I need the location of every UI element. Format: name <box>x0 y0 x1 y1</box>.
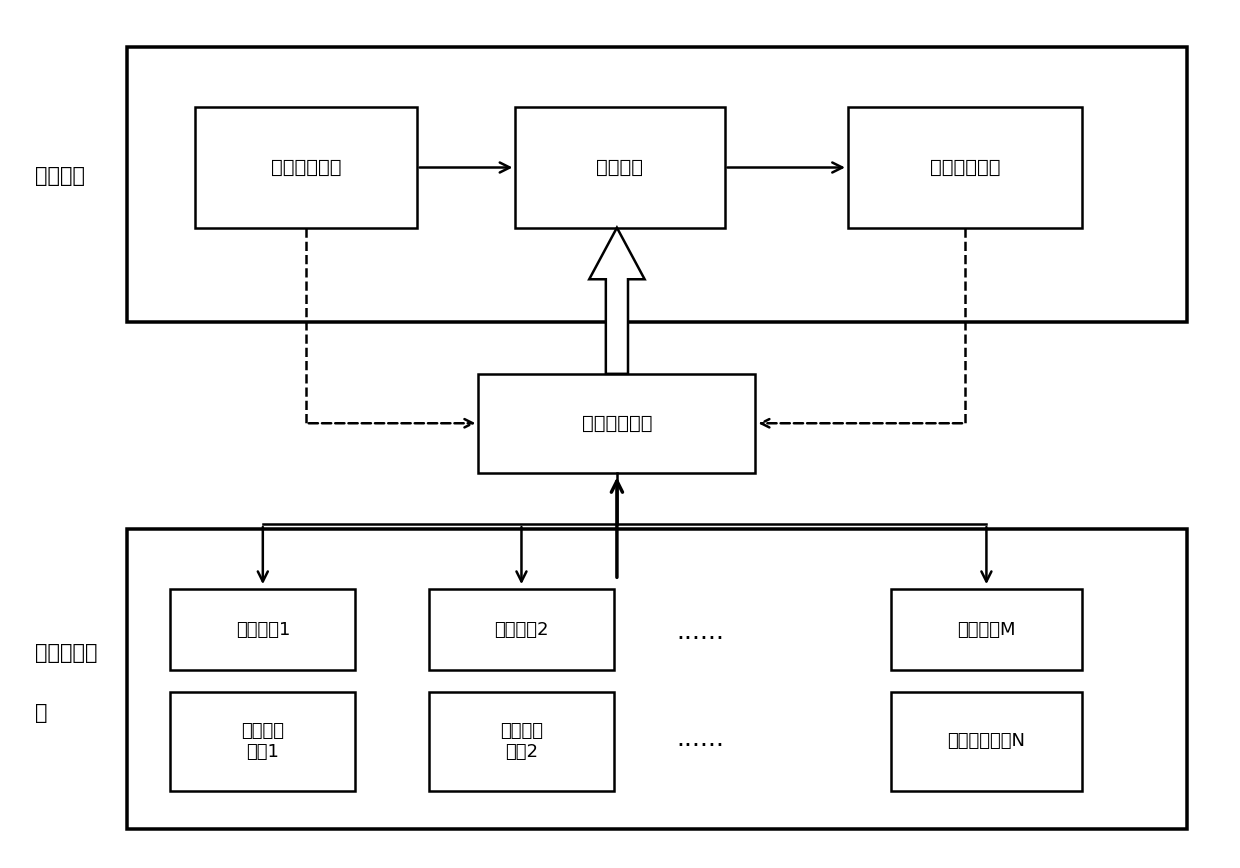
Text: 监控系统: 监控系统 <box>35 166 86 186</box>
FancyBboxPatch shape <box>479 374 755 473</box>
FancyBboxPatch shape <box>429 589 614 670</box>
FancyBboxPatch shape <box>128 529 1187 830</box>
Text: 副本节点1: 副本节点1 <box>236 621 290 639</box>
FancyBboxPatch shape <box>170 692 355 791</box>
Text: 副本删除模块: 副本删除模块 <box>930 158 1001 177</box>
Text: ......: ...... <box>676 620 724 644</box>
Text: 统: 统 <box>35 703 47 723</box>
Text: 用户代理模块: 用户代理模块 <box>582 414 652 433</box>
Text: 备用副本
节点1: 备用副本 节点1 <box>242 722 284 760</box>
Text: 副本节点2: 副本节点2 <box>495 621 549 639</box>
Text: ......: ...... <box>676 727 724 751</box>
FancyBboxPatch shape <box>516 108 724 227</box>
Text: 备用副本节点N: 备用副本节点N <box>947 733 1025 750</box>
Text: 副本节点M: 副本节点M <box>957 621 1016 639</box>
FancyBboxPatch shape <box>892 589 1081 670</box>
FancyBboxPatch shape <box>195 108 417 227</box>
FancyBboxPatch shape <box>429 692 614 791</box>
Text: 副本监控: 副本监控 <box>596 158 644 177</box>
FancyBboxPatch shape <box>848 108 1081 227</box>
Polygon shape <box>589 227 645 374</box>
FancyBboxPatch shape <box>128 47 1187 322</box>
FancyBboxPatch shape <box>170 589 355 670</box>
Text: 数据存储系: 数据存储系 <box>35 643 98 663</box>
FancyBboxPatch shape <box>892 692 1081 791</box>
Text: 副本放置模块: 副本放置模块 <box>270 158 341 177</box>
Text: 备用副本
节点2: 备用副本 节点2 <box>500 722 543 760</box>
